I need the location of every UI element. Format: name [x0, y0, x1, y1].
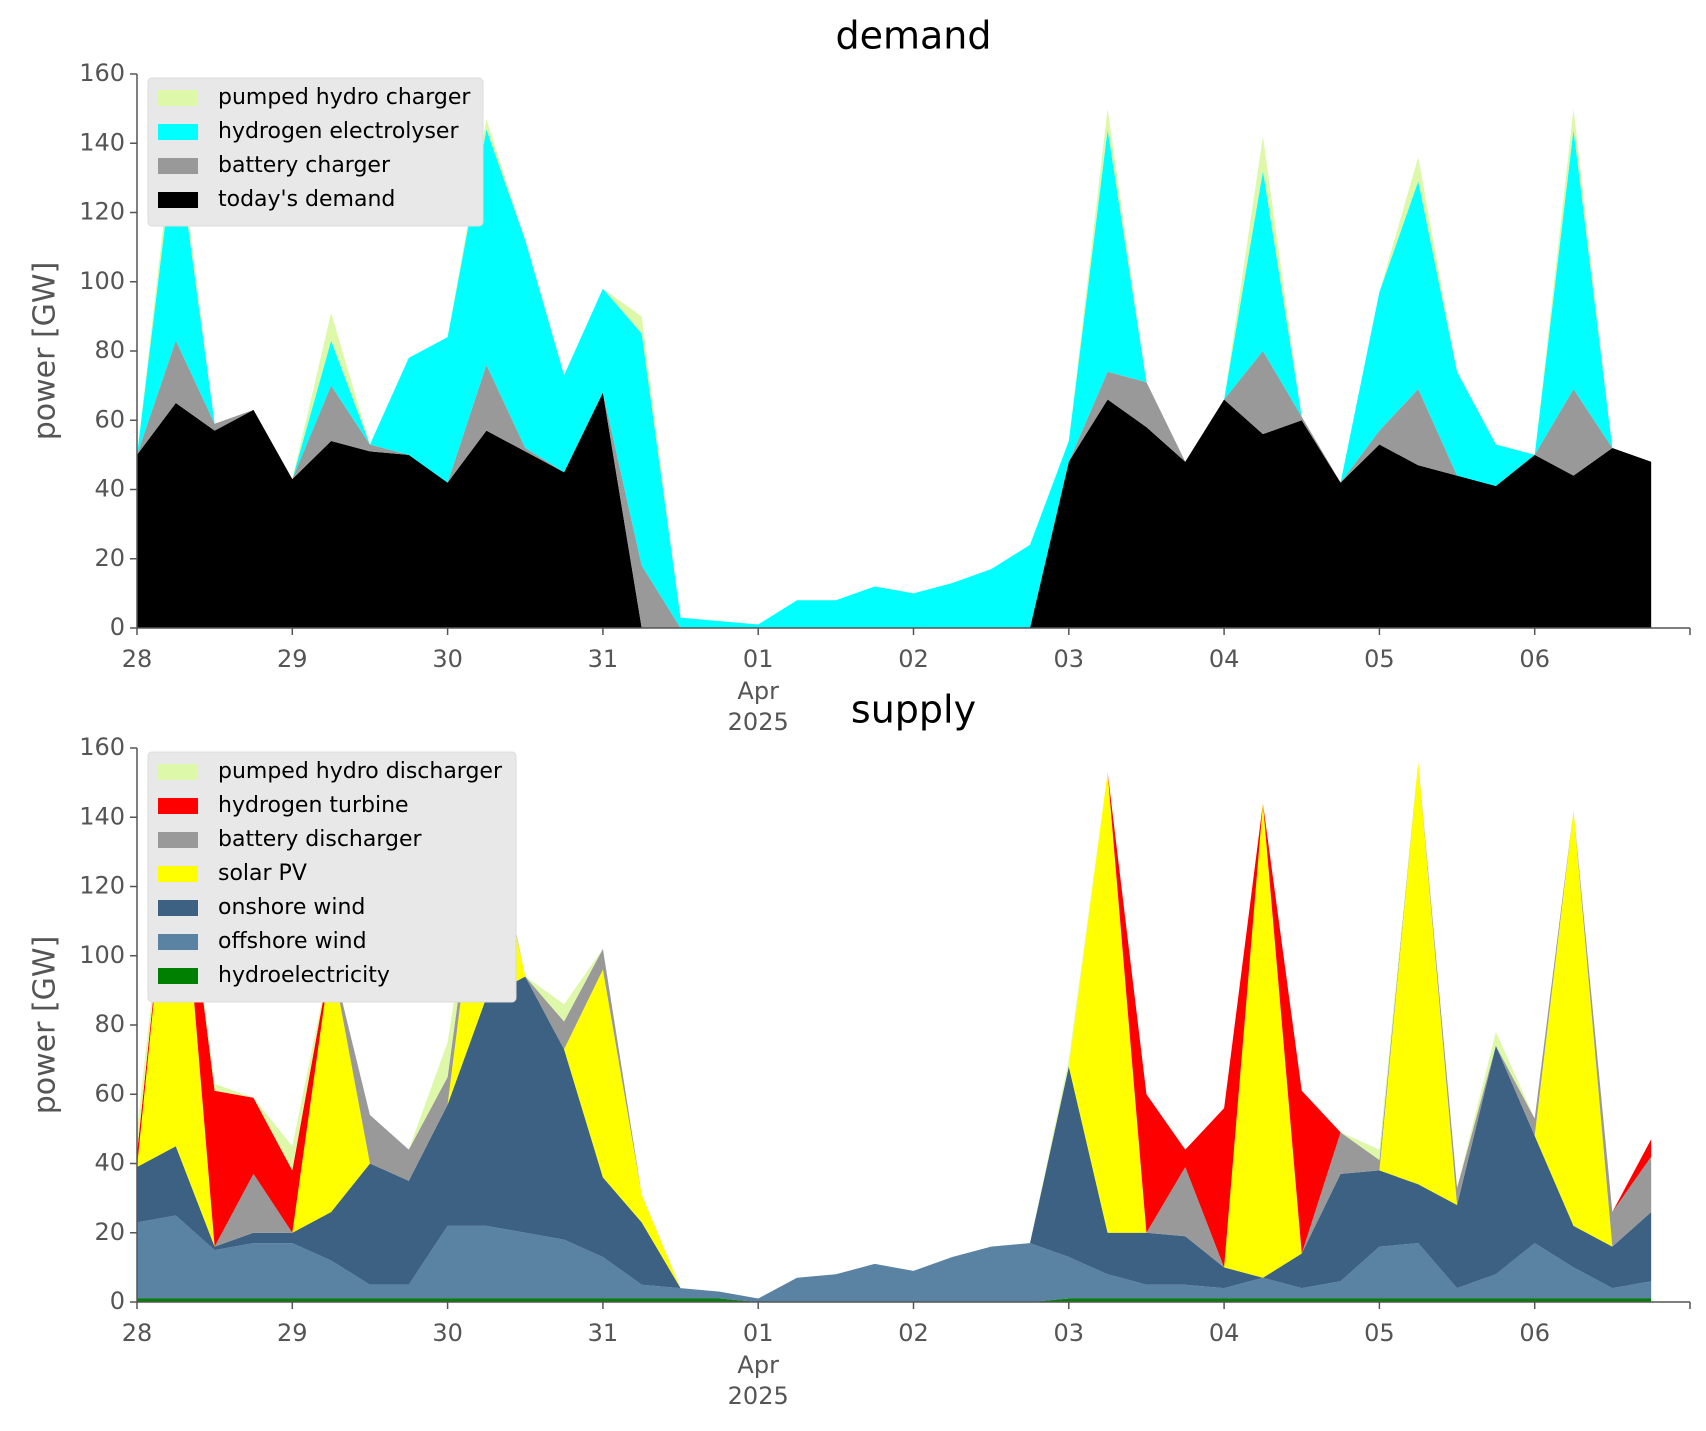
legend-label-today-s-demand: today's demand — [218, 187, 395, 212]
x-tick-label: 01 — [743, 645, 774, 673]
area-today-s-demand — [137, 392, 1652, 628]
y-tick-label: 40 — [94, 475, 125, 503]
x-tick-label: 29 — [277, 1319, 308, 1347]
chart-title: demand — [835, 14, 991, 58]
x-tick-sublabel: 2025 — [728, 708, 789, 736]
legend-swatch-battery-charger — [158, 158, 198, 174]
x-tick-sublabel: Apr — [737, 1351, 779, 1379]
legend-label-battery-charger: battery charger — [218, 153, 391, 178]
x-tick-label: 01 — [743, 1319, 774, 1347]
x-tick-label: 05 — [1364, 645, 1395, 673]
x-tick-label: 30 — [432, 1319, 463, 1347]
legend-swatch-hydroelectricity — [158, 968, 198, 984]
y-tick-label: 160 — [79, 59, 125, 87]
chart-title: supply — [851, 688, 976, 732]
x-tick-label: 29 — [277, 645, 308, 673]
legend-label-battery-discharger: battery discharger — [218, 827, 423, 852]
legend-swatch-hydrogen-electrolyser — [158, 124, 198, 140]
legend-swatch-today-s-demand — [158, 192, 198, 208]
area-hydrogen-electrolyser — [137, 129, 1652, 628]
area-onshore-wind — [137, 976, 1652, 1299]
legend-swatch-onshore-wind — [158, 900, 198, 916]
legend-label-solar-pv: solar PV — [218, 861, 307, 886]
y-tick-label: 60 — [94, 405, 125, 433]
area-hydrogen-turbine — [137, 761, 1652, 1299]
area-offshore-wind — [137, 1215, 1652, 1302]
legend-box — [147, 77, 484, 227]
area-solar-pv — [137, 761, 1652, 1299]
x-tick-label: 31 — [588, 645, 619, 673]
legend-label-offshore-wind: offshore wind — [218, 929, 367, 954]
legend-swatch-solar-pv — [158, 866, 198, 882]
x-tick-label: 02 — [898, 645, 929, 673]
legend-label-onshore-wind: onshore wind — [218, 895, 365, 920]
x-tick-sublabel: Apr — [737, 677, 779, 705]
x-tick-label: 04 — [1209, 645, 1240, 673]
y-tick-label: 0 — [110, 613, 125, 641]
x-tick-label: 02 — [898, 1319, 929, 1347]
y-tick-label: 80 — [94, 1010, 125, 1038]
x-tick-label: 06 — [1519, 645, 1550, 673]
legend: pumped hydro discharger hydrogen turbine b… — [147, 751, 517, 1003]
y-axis-label: power [GW] — [28, 936, 63, 1115]
area-hydroelectricity — [137, 1298, 1652, 1302]
x-tick-label: 05 — [1364, 1319, 1395, 1347]
y-tick-label: 140 — [79, 802, 125, 830]
y-tick-label: 20 — [94, 544, 125, 572]
x-tick-label: 28 — [122, 645, 153, 673]
area-layers — [137, 761, 1652, 1302]
legend: pumped hydro charger hydrogen electrolyse… — [147, 77, 484, 227]
x-tick-label: 03 — [1054, 645, 1085, 673]
x-tick-label: 03 — [1054, 1319, 1085, 1347]
x-tick-label: 06 — [1519, 1319, 1550, 1347]
legend-swatch-offshore-wind — [158, 934, 198, 950]
legend-swatch-battery-discharger — [158, 832, 198, 848]
y-tick-label: 80 — [94, 336, 125, 364]
y-tick-label: 160 — [79, 733, 125, 761]
legend-swatch-hydrogen-turbine — [158, 798, 198, 814]
y-tick-label: 0 — [110, 1287, 125, 1315]
y-tick-label: 20 — [94, 1218, 125, 1246]
x-tick-label: 30 — [432, 645, 463, 673]
y-tick-label: 40 — [94, 1149, 125, 1177]
y-tick-label: 120 — [79, 872, 125, 900]
y-tick-label: 100 — [79, 267, 125, 295]
y-tick-label: 60 — [94, 1079, 125, 1107]
legend-label-hydrogen-electrolyser: hydrogen electrolyser — [218, 119, 459, 144]
legend-label-hydroelectricity: hydroelectricity — [218, 963, 390, 988]
y-tick-label: 140 — [79, 128, 125, 156]
legend-label-pumped-hydro-discharger: pumped hydro discharger — [218, 759, 503, 784]
x-tick-label: 31 — [588, 1319, 619, 1347]
area-layers — [137, 108, 1652, 628]
y-tick-label: 100 — [79, 941, 125, 969]
y-tick-label: 120 — [79, 198, 125, 226]
x-tick-label: 04 — [1209, 1319, 1240, 1347]
legend-swatch-pumped-hydro-charger — [158, 90, 198, 106]
y-axis-label: power [GW] — [28, 262, 63, 441]
legend-box — [147, 751, 517, 1003]
legend-label-pumped-hydro-charger: pumped hydro charger — [218, 85, 471, 110]
legend-label-hydrogen-turbine: hydrogen turbine — [218, 793, 409, 818]
area-battery-charger — [137, 340, 1652, 628]
x-tick-label: 28 — [122, 1319, 153, 1347]
x-tick-sublabel: 2025 — [728, 1382, 789, 1410]
legend-swatch-pumped-hydro-discharger — [158, 764, 198, 780]
